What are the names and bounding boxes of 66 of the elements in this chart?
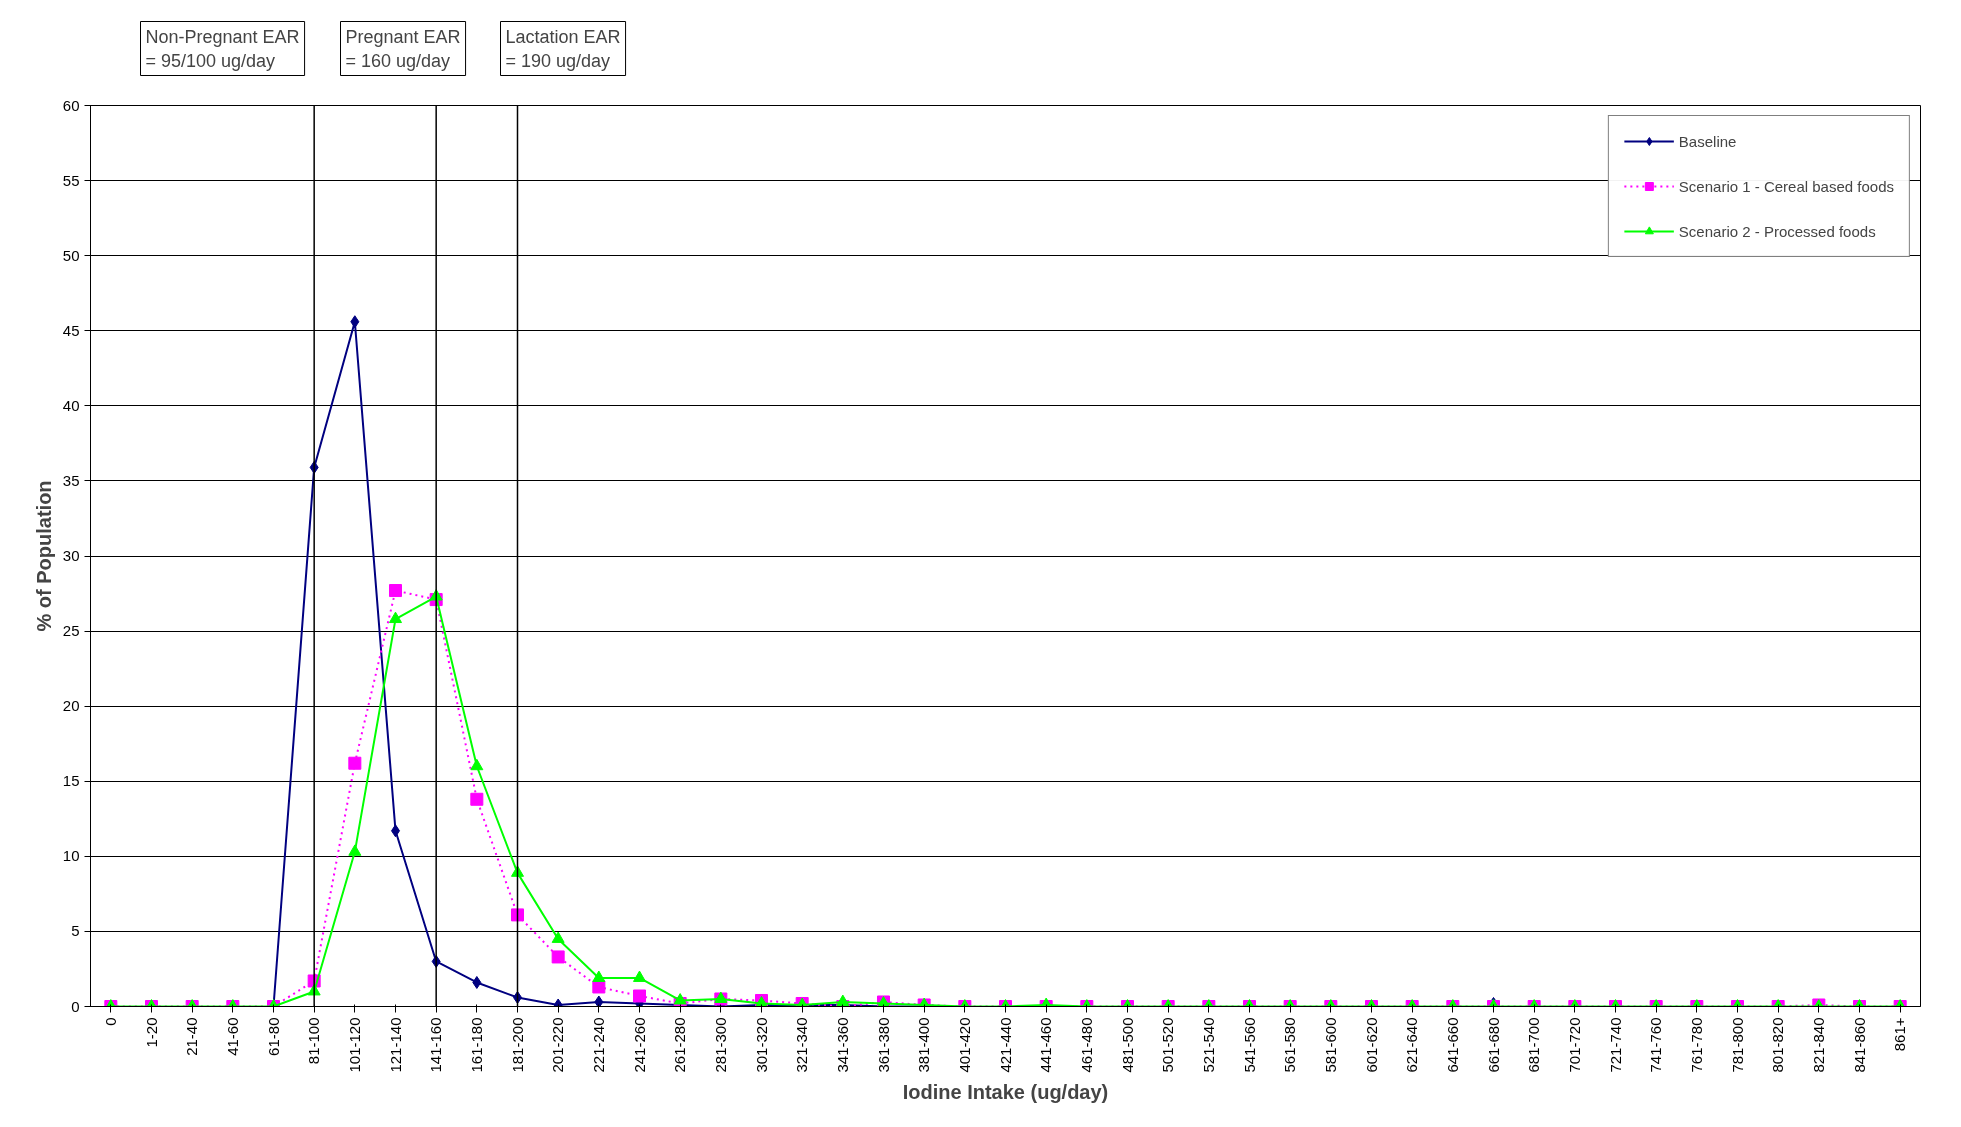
y-axis-title: % of Population	[32, 480, 55, 632]
y-tick-label: 40	[62, 396, 80, 414]
x-tick-label: 341-360	[833, 1017, 851, 1073]
x-tick-label: 421-440	[996, 1017, 1014, 1073]
x-tick-label: 601-620	[1362, 1017, 1380, 1073]
ref-line-label: Lactation EAR = 190 ug/day	[505, 26, 621, 71]
y-tick-label: 25	[62, 622, 80, 640]
x-tick-label: 281-300	[711, 1017, 729, 1073]
x-tick-label: 761-780	[1687, 1017, 1705, 1073]
x-tick-label: 81-100	[305, 1017, 323, 1065]
x-tick-label: 221-240	[589, 1017, 607, 1073]
y-tick-label: 5	[71, 922, 80, 940]
legend-label: Baseline	[1678, 132, 1737, 150]
x-tick-label: 501-520	[1159, 1017, 1177, 1073]
x-tick-label: 521-540	[1199, 1017, 1217, 1073]
y-tick-label: 50	[62, 246, 80, 264]
x-tick-label: 841-860	[1850, 1017, 1868, 1073]
x-tick-label: 261-280	[671, 1017, 689, 1073]
x-tick-label: 681-700	[1525, 1017, 1543, 1073]
y-tick-label: 45	[62, 321, 80, 339]
x-tick-label: 721-740	[1606, 1017, 1624, 1073]
y-tick-label: 30	[62, 547, 80, 564]
x-tick-label: 541-560	[1240, 1017, 1258, 1073]
x-tick-label: 141-160	[427, 1017, 445, 1073]
x-axis-title: Iodine Intake (ug/day)	[902, 1080, 1109, 1103]
x-tick-label: 241-260	[630, 1017, 648, 1073]
x-tick-label: 401-420	[955, 1017, 973, 1073]
x-tick-label: 481-500	[1118, 1017, 1136, 1073]
x-tick-label: 181-200	[508, 1017, 526, 1073]
x-tick-label: 161-180	[467, 1017, 485, 1073]
x-tick-label: 381-400	[915, 1017, 933, 1073]
x-tick-label: 621-640	[1403, 1017, 1421, 1073]
x-tick-label: 821-840	[1809, 1017, 1827, 1073]
y-tick-label: 10	[62, 847, 80, 865]
y-tick-label: 35	[62, 471, 80, 489]
x-tick-label: 121-140	[386, 1017, 404, 1073]
y-tick-label: 15	[62, 772, 80, 790]
x-tick-label: 741-760	[1647, 1017, 1665, 1073]
x-tick-label: 461-480	[1077, 1017, 1095, 1073]
x-tick-label: 781-800	[1728, 1017, 1746, 1073]
x-tick-label: 41-60	[223, 1017, 241, 1056]
x-tick-label: 441-460	[1037, 1017, 1055, 1073]
x-tick-label: 301-320	[752, 1017, 770, 1073]
x-tick-label: 101-120	[345, 1017, 363, 1073]
y-tick-label: 60	[62, 96, 80, 114]
x-tick-label: 641-660	[1443, 1017, 1461, 1073]
x-tick-label: 61-80	[264, 1017, 282, 1056]
ref-line-label: Non-Pregnant EAR = 95/100 ug/day	[145, 26, 300, 71]
legend-label: Scenario 1 - Cereal based foods	[1678, 177, 1894, 195]
ref-line-label: Pregnant EAR = 160 ug/day	[345, 26, 461, 71]
x-tick-label: 561-580	[1281, 1017, 1299, 1073]
y-tick-label: 55	[62, 171, 80, 189]
x-tick-label: 0	[101, 1017, 119, 1026]
x-tick-label: 801-820	[1769, 1017, 1787, 1073]
x-tick-label: 661-680	[1484, 1017, 1502, 1073]
legend-label: Scenario 2 - Processed foods	[1678, 222, 1876, 240]
y-tick-label: 20	[62, 697, 80, 715]
x-tick-label: 1-20	[142, 1017, 160, 1048]
x-tick-label: 581-600	[1321, 1017, 1339, 1073]
x-tick-label: 701-720	[1565, 1017, 1583, 1073]
x-tick-label: 321-340	[793, 1017, 811, 1073]
x-tick-label: 201-220	[549, 1017, 567, 1073]
x-tick-label: 21-40	[183, 1017, 201, 1056]
x-tick-label: 861+	[1891, 1017, 1909, 1052]
x-tick-label: 361-380	[874, 1017, 892, 1073]
y-tick-label: 0	[71, 997, 80, 1015]
